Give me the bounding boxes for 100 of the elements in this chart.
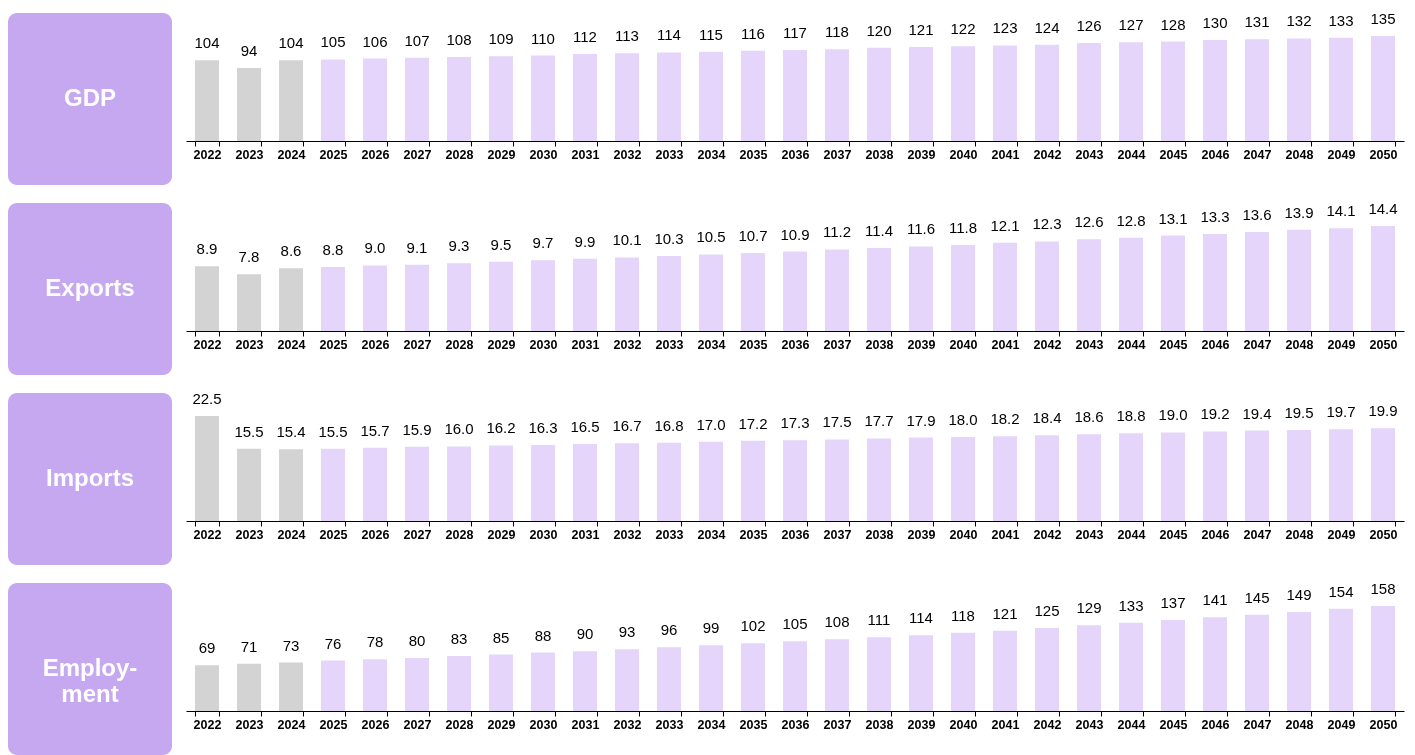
data-label: 154	[1328, 582, 1354, 600]
bar	[783, 251, 807, 331]
bar	[1329, 37, 1353, 141]
bar	[279, 662, 303, 711]
data-label: 9.5	[490, 235, 512, 253]
data-label: 123	[992, 19, 1018, 37]
bar	[573, 53, 597, 141]
data-label: 117	[783, 24, 807, 42]
x-tick-label: 2043	[1075, 527, 1104, 542]
bar	[237, 448, 261, 521]
x-tick-label: 2047	[1243, 527, 1272, 542]
x-tick-label: 2047	[1243, 147, 1272, 162]
bar	[1203, 39, 1227, 141]
bar	[993, 630, 1017, 711]
x-tick-label: 2035	[739, 527, 768, 542]
x-tick-label: 2033	[655, 337, 684, 352]
x-tick-label: 2024	[277, 527, 306, 542]
data-label: 127	[1118, 16, 1144, 34]
x-tick-label: 2032	[613, 147, 642, 162]
bar	[1077, 239, 1101, 331]
x-tick-label: 2030	[529, 337, 558, 352]
x-tick-label: 2030	[529, 717, 558, 732]
bar	[1119, 622, 1143, 711]
x-tick-label: 2049	[1327, 717, 1356, 732]
data-label: 9.9	[574, 232, 596, 250]
x-tick-label: 2039	[907, 527, 936, 542]
bar	[237, 663, 261, 711]
x-tick-label: 2033	[655, 527, 684, 542]
bar	[699, 645, 723, 711]
bar	[993, 45, 1017, 141]
x-tick-label: 2041	[991, 717, 1020, 732]
bar	[909, 246, 933, 331]
x-tick-label: 2040	[949, 337, 978, 352]
bar	[279, 268, 303, 331]
bar	[1161, 620, 1185, 711]
data-label: 14.4	[1368, 200, 1398, 218]
x-tick-label: 2046	[1201, 717, 1230, 732]
x-tick-label: 2042	[1033, 337, 1062, 352]
bar	[1245, 231, 1269, 331]
x-tick-label: 2022	[193, 717, 222, 732]
data-label: 18.0	[948, 411, 978, 429]
data-label: 11.2	[822, 223, 852, 241]
bar	[279, 449, 303, 521]
data-label: 10.7	[738, 227, 768, 245]
data-label: 15.5	[318, 422, 348, 440]
data-label: 12.8	[1116, 211, 1146, 229]
bar	[363, 659, 387, 711]
bar	[1329, 608, 1353, 711]
data-label: 8.6	[280, 242, 302, 260]
x-tick-label: 2040	[949, 717, 978, 732]
x-tick-label: 2046	[1201, 147, 1230, 162]
bar	[657, 255, 681, 331]
x-tick-label: 2048	[1285, 147, 1314, 162]
data-label: 124	[1034, 18, 1060, 36]
x-tick-label: 2025	[319, 147, 348, 162]
bar	[993, 436, 1017, 521]
data-label: 129	[1076, 599, 1102, 617]
x-tick-label: 2034	[697, 717, 726, 732]
bar	[1077, 434, 1101, 521]
x-tick-label: 2024	[277, 147, 306, 162]
data-label: 14.1	[1326, 202, 1356, 220]
bar	[447, 655, 471, 711]
data-label: 16.0	[444, 420, 474, 438]
bar	[1287, 229, 1311, 331]
data-label: 102	[740, 617, 766, 635]
data-label: 121	[908, 20, 934, 38]
x-tick-label: 2049	[1327, 337, 1356, 352]
data-label: 16.3	[528, 418, 558, 436]
x-tick-label: 2029	[487, 147, 516, 162]
x-tick-label: 2037	[823, 337, 852, 352]
bar	[615, 649, 639, 711]
x-tick-label: 2038	[865, 717, 894, 732]
data-label: 71	[240, 637, 258, 655]
x-tick-label: 2029	[487, 337, 516, 352]
x-tick-label: 2027	[403, 717, 432, 732]
x-tick-label: 2050	[1369, 337, 1398, 352]
x-tick-label: 2030	[529, 527, 558, 542]
bar	[1245, 430, 1269, 521]
x-tick-label: 2027	[403, 147, 432, 162]
data-label: 106	[362, 32, 388, 50]
x-tick-label: 2044	[1117, 147, 1146, 162]
bar	[489, 261, 513, 331]
data-label: 76	[324, 634, 342, 652]
bar	[363, 265, 387, 331]
x-tick-label: 2033	[655, 717, 684, 732]
x-tick-label: 2044	[1117, 717, 1146, 732]
data-label: 115	[699, 25, 723, 43]
x-tick-label: 2047	[1243, 337, 1272, 352]
bar	[1161, 235, 1185, 331]
x-tick-label: 2041	[991, 337, 1020, 352]
bar	[699, 51, 723, 141]
x-tick-label: 2035	[739, 147, 768, 162]
x-tick-label: 2028	[445, 337, 474, 352]
x-tick-label: 2026	[361, 147, 390, 162]
data-label: 145	[1244, 588, 1270, 606]
data-label: 137	[1160, 594, 1186, 612]
x-tick-label: 2034	[697, 527, 726, 542]
data-label: 118	[825, 23, 849, 41]
data-label: 105	[320, 33, 346, 51]
x-tick-label: 2031	[571, 147, 600, 162]
